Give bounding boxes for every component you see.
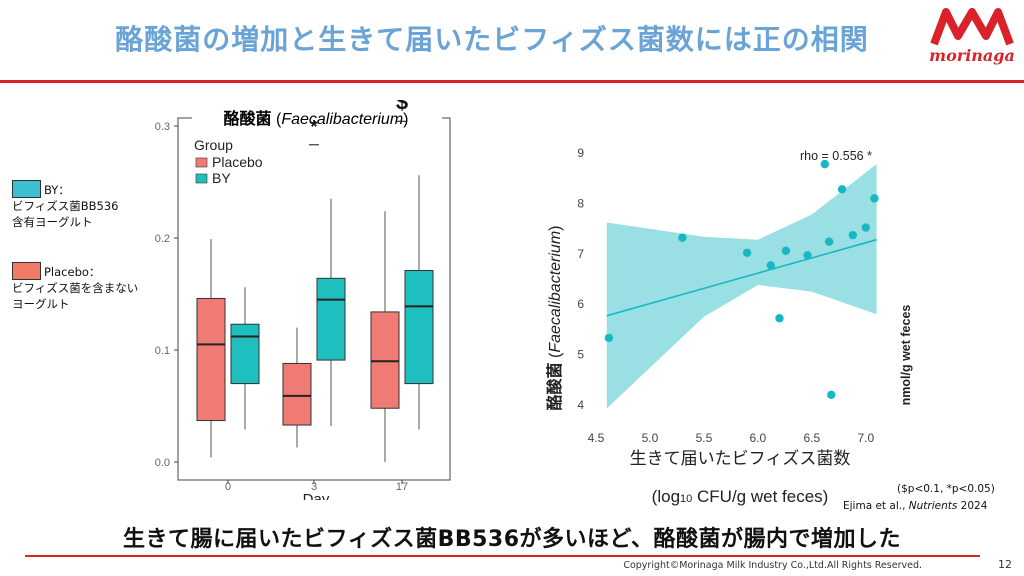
side-legend-placebo-title: Placebo： — [44, 265, 101, 279]
side-legend-placebo-desc2: ヨーグルト — [12, 297, 70, 311]
scatter-point — [775, 314, 784, 323]
scatter-x-unit-a: (log — [652, 487, 680, 506]
significance-marker: $ — [396, 100, 408, 114]
scatter-y-tick-label: 6 — [577, 297, 584, 311]
page-number: 12 — [998, 558, 1012, 571]
significance-note: ($p<0.1, *p<0.05) — [897, 483, 995, 495]
scatter-x-tick-label: 4.5 — [588, 431, 605, 445]
scatter-point — [848, 230, 858, 240]
scatter-y-label-open: ( — [547, 352, 564, 362]
scatter-y-unit: nmol/g wet feces — [899, 305, 913, 406]
scatter-x-axis-label: 生きて届いたビフィズス菌数 — [630, 449, 851, 468]
boxplot-y-tick-label: 0.3 — [155, 121, 170, 133]
scatter-y-tick-label: 9 — [577, 146, 584, 160]
boxplot-title-open: ( — [272, 111, 282, 128]
scatter-point — [803, 251, 812, 260]
box-placebo-day-17 — [370, 311, 400, 409]
scatter-x-tick-label: 5.0 — [642, 431, 659, 445]
placebo-swatch — [12, 262, 41, 280]
scatter-point — [742, 248, 752, 257]
boxplot-title-bg — [192, 106, 442, 130]
boxplot-x-tick-label: 17 — [396, 481, 408, 493]
boxplot-y-tick-label: 0.2 — [155, 233, 170, 245]
scatter-y-label-latin: Faecalibacterium — [547, 231, 564, 353]
regression-line — [606, 238, 877, 317]
conclusion-text: 生きて腸に届いたビフィズス菌BB536が多いほど、酪酸菌が腸内で増加した — [123, 527, 901, 552]
citation-authors: Ejima et al., — [843, 500, 909, 512]
scatter-point — [870, 194, 879, 203]
boxplot-legend-placebo-key — [195, 157, 208, 168]
box-by-day-0 — [230, 323, 260, 385]
scatter-y-tick-label: 5 — [577, 348, 584, 362]
scatter-point — [604, 333, 614, 343]
scatter-x-unit-b: CFU/g wet feces) — [692, 487, 828, 506]
box-by-day-3 — [316, 277, 346, 361]
by-swatch — [12, 180, 41, 198]
scatter-x-tick-label: 5.5 — [696, 431, 713, 445]
boxplot-y-tick-label: 0.1 — [155, 345, 170, 357]
scatter-y-tick-label: 4 — [577, 398, 584, 412]
side-legend-by-desc1: ビフィズス菌BB536 — [12, 199, 119, 213]
side-legend-by-desc2: 含有ヨーグルト — [12, 215, 93, 229]
citation-journal: Nutrients — [908, 500, 958, 512]
boxplot-x-tick-label: 3 — [311, 481, 317, 493]
scatter-y-axis-label: 酪酸菌 (Faecalibacterium) — [545, 226, 564, 411]
citation-year: 2024 — [957, 500, 988, 512]
scatter-point — [824, 237, 834, 246]
boxplot-title-close: ) — [403, 111, 408, 128]
scatter-y-tick-label: 7 — [577, 247, 584, 261]
citation: Ejima et al., Nutrients 2024 — [843, 500, 987, 512]
scatter-point — [837, 185, 847, 194]
scatter-point — [820, 159, 829, 169]
footer-divider — [25, 555, 980, 557]
logo-wordmark: morinaga — [929, 46, 1015, 65]
boxplot-chart: 酪酸菌 (Faecalibacterium) 0.0 0.1 0.2 0.3 0 3 17… — [155, 100, 451, 500]
boxplot-y-tick-label: 0.0 — [155, 457, 170, 469]
confidence-band — [606, 164, 877, 409]
rho-annotation: rho = 0.556 * — [800, 149, 872, 163]
scatter-x-tick-label: 6.0 — [750, 431, 767, 445]
boxplot-legend-title: Group — [194, 137, 233, 153]
scatter-x-axis-unit: (log10 CFU/g wet feces) — [652, 487, 829, 506]
scatter-point — [678, 233, 687, 242]
scatter-x-unit-sub: 10 — [680, 493, 692, 505]
boxplot-legend-placebo: Placebo — [212, 154, 263, 170]
scatter-point — [827, 390, 836, 400]
morinaga-logo: morinaga — [928, 6, 1016, 68]
scatter-x-tick-label: 7.0 — [857, 431, 874, 445]
box-placebo-day-0 — [196, 297, 226, 422]
scatter-y-label-close: ) — [547, 226, 564, 231]
copyright: Copyright©Morinaga Milk Industry Co.,Ltd… — [623, 560, 922, 571]
side-legend-placebo: Placebo： ビフィズス菌を含まない ヨーグルト — [12, 262, 138, 312]
side-legend-placebo-desc1: ビフィズス菌を含まない — [12, 281, 139, 295]
scatter-y-label-jp: 酪酸菌 — [545, 362, 564, 410]
significance-marker: * — [310, 117, 317, 137]
title-divider — [0, 80, 1024, 83]
boxplot-x-tick-label: 0 — [225, 481, 231, 493]
side-legend-by: BY： ビフィズス菌BB536 含有ヨーグルト — [12, 180, 119, 230]
boxplot-title-latin: Faecalibacterium — [281, 111, 403, 128]
slide-title: 酪酸菌の増加と生きて届いたビフィズス菌数には正の相関 — [115, 23, 869, 56]
scatter-x-tick-label: 6.5 — [804, 431, 821, 445]
boxplot-x-axis-label: Day — [303, 491, 330, 500]
box-by-day-17 — [404, 269, 434, 385]
scatter-point — [766, 261, 776, 270]
scatter-point — [781, 246, 791, 255]
logo-mark-icon — [930, 8, 1014, 46]
scatter-y-tick-label: 8 — [577, 196, 584, 210]
scatter-point — [861, 223, 871, 232]
box-placebo-day-3 — [282, 362, 312, 426]
boxplot-legend-by: BY — [212, 170, 231, 186]
boxplot-legend-by-key — [195, 173, 208, 184]
boxplot-title: 酪酸菌 (Faecalibacterium) — [224, 109, 409, 128]
side-legend-by-title: BY： — [44, 183, 70, 197]
boxplot-title-jp: 酪酸菌 — [224, 109, 272, 128]
